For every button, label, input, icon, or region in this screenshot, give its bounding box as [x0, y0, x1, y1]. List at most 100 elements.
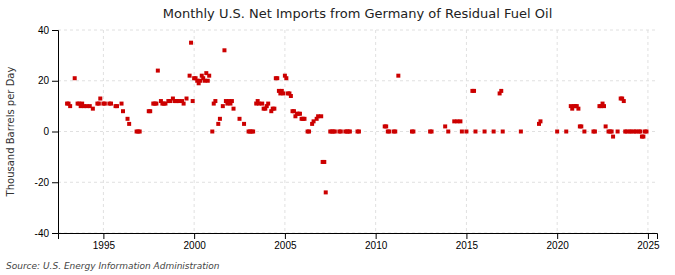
tick-label: -40 [35, 228, 50, 239]
point [188, 74, 192, 78]
grid [58, 30, 657, 233]
point [473, 130, 477, 134]
tick: -20 [35, 177, 58, 188]
tick: -40 [35, 228, 58, 239]
point [324, 190, 328, 194]
tick: 20 [38, 75, 58, 86]
point [207, 74, 211, 78]
point [126, 117, 130, 121]
tick-mark [52, 233, 58, 234]
tick: 2020 [547, 233, 570, 251]
point [210, 130, 214, 134]
tick-mark [52, 132, 58, 133]
point [396, 74, 400, 78]
point [322, 160, 326, 164]
point [458, 119, 462, 123]
tick-label: 1995 [93, 240, 116, 251]
point [121, 109, 125, 113]
point [302, 117, 306, 121]
point [73, 76, 77, 80]
point [499, 89, 503, 93]
grid-line-y [58, 80, 657, 81]
point [638, 130, 642, 134]
point [387, 130, 391, 134]
point [216, 122, 220, 126]
grid-line-x [284, 30, 285, 233]
tick-label: 2025 [637, 240, 660, 251]
point [393, 130, 397, 134]
y-axis-label: Thousand Barrels per Day [5, 67, 16, 198]
point [564, 130, 568, 134]
point [384, 124, 388, 128]
grid-line-y [58, 30, 657, 31]
axis-line [52, 31, 59, 234]
point [284, 76, 288, 80]
tick: 2000 [184, 233, 207, 251]
points [65, 41, 648, 195]
point [593, 130, 597, 134]
point [555, 130, 559, 134]
source: Source: U.S. Energy Information Administ… [6, 261, 220, 271]
point [460, 130, 464, 134]
point [611, 135, 615, 139]
tick-label: 2015 [456, 240, 479, 251]
point [616, 130, 620, 134]
point [68, 104, 72, 108]
grid-line-x [103, 30, 104, 233]
point [189, 41, 193, 45]
tick-label: 2005 [274, 240, 297, 251]
tick-label: 0 [43, 126, 49, 137]
point [472, 89, 476, 93]
point [206, 79, 210, 83]
tick-label: 20 [38, 75, 50, 86]
point [604, 124, 608, 128]
point [109, 102, 113, 106]
tick-mark [466, 233, 467, 239]
point [289, 94, 293, 98]
point [501, 130, 505, 134]
tick: 2015 [456, 233, 479, 251]
point [319, 114, 323, 118]
point [138, 130, 142, 134]
point [191, 99, 195, 103]
tick-label: 2020 [547, 240, 570, 251]
point [622, 99, 626, 103]
tick: 2005 [274, 233, 297, 251]
tick: 40 [38, 25, 58, 36]
tick-mark [194, 233, 195, 239]
tick-mark [648, 233, 649, 239]
point [275, 76, 279, 80]
point [576, 107, 580, 111]
point [91, 107, 95, 111]
point [222, 48, 226, 52]
point [483, 130, 487, 134]
tick-label: -20 [35, 177, 50, 188]
point [238, 117, 242, 121]
tick: 2025 [637, 233, 660, 251]
point [120, 102, 124, 106]
point [251, 130, 255, 134]
tick-mark [52, 81, 58, 82]
point [218, 117, 222, 121]
point [641, 135, 645, 139]
point [185, 97, 189, 101]
point [213, 99, 217, 103]
point [644, 130, 648, 134]
point [97, 102, 101, 106]
tick-label: 40 [38, 25, 50, 36]
point [348, 130, 352, 134]
point [538, 119, 542, 123]
point [156, 69, 160, 73]
point [103, 102, 107, 106]
tick-mark [52, 182, 58, 183]
point [602, 104, 606, 108]
axis-line [59, 234, 658, 240]
y-axis: -40 -20 0 20 40 [35, 25, 59, 239]
grid-line-y [58, 182, 657, 183]
point [443, 124, 447, 128]
tick-mark [103, 233, 104, 239]
point [307, 130, 311, 134]
point [260, 102, 264, 106]
point [281, 91, 285, 95]
tick-mark [376, 233, 377, 239]
